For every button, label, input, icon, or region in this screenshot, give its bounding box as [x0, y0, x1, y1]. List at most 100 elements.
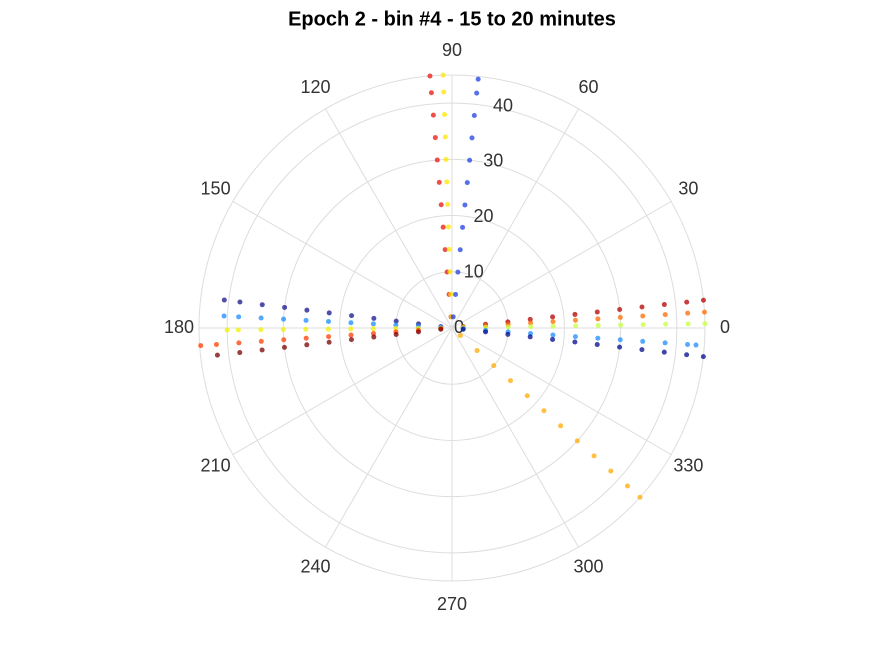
- data-point: [304, 342, 310, 348]
- data-point: [572, 334, 578, 340]
- data-point: [693, 342, 699, 348]
- data-point: [393, 318, 399, 324]
- data-point: [507, 378, 513, 384]
- data-point: [595, 316, 601, 322]
- data-point: [393, 331, 399, 337]
- data-point: [471, 113, 477, 119]
- data-point: [595, 322, 601, 328]
- data-point: [440, 72, 446, 78]
- data-point: [442, 247, 448, 253]
- theta-tick-label: 60: [578, 77, 598, 97]
- data-point: [348, 332, 354, 338]
- data-point: [662, 312, 668, 318]
- data-point: [282, 304, 288, 310]
- data-point: [617, 337, 623, 343]
- data-point: [303, 326, 309, 332]
- data-point: [483, 329, 489, 335]
- r-tick-label: 20: [474, 206, 494, 226]
- data-point: [434, 157, 440, 163]
- data-point: [198, 343, 204, 349]
- data-point: [237, 350, 243, 356]
- data-point: [640, 338, 646, 344]
- data-point: [371, 334, 377, 340]
- data-point: [527, 316, 533, 322]
- data-point: [258, 338, 264, 344]
- data-point: [281, 337, 287, 343]
- data-point: [453, 291, 459, 297]
- theta-tick-label: 180: [164, 317, 194, 337]
- data-point: [685, 341, 691, 347]
- theta-grid-line: [451, 327, 672, 455]
- data-point: [440, 224, 446, 230]
- data-point: [371, 315, 377, 321]
- theta-grid-line: [451, 201, 672, 329]
- theta-tick-label: 330: [673, 455, 703, 475]
- data-point: [303, 335, 309, 341]
- data-point: [558, 423, 564, 429]
- theta-grid-line: [232, 201, 453, 329]
- r-grid-circle: [339, 215, 565, 441]
- data-point: [460, 326, 466, 332]
- theta-tick-label: 300: [573, 557, 603, 577]
- data-point: [430, 112, 436, 118]
- data-point: [442, 111, 448, 117]
- data-point: [573, 323, 579, 329]
- data-point: [505, 331, 511, 337]
- data-point: [550, 336, 556, 342]
- theta-grid-line: [232, 327, 453, 455]
- data-point: [684, 352, 690, 358]
- data-point: [550, 314, 556, 320]
- data-point: [237, 299, 243, 305]
- theta-tick-label: 240: [300, 557, 330, 577]
- data-point: [574, 438, 580, 444]
- data-point: [624, 483, 630, 489]
- data-point: [221, 297, 227, 303]
- data-point: [528, 320, 534, 326]
- theta-tick-label: 0: [720, 317, 730, 337]
- data-point: [457, 247, 463, 253]
- data-point: [661, 349, 667, 355]
- data-point: [541, 408, 547, 414]
- r-tick-label: 0: [454, 317, 464, 337]
- data-point: [281, 344, 287, 350]
- data-point: [348, 337, 354, 343]
- theta-tick-label: 150: [201, 178, 231, 198]
- data-point: [325, 319, 331, 325]
- theta-grid-line: [451, 108, 579, 329]
- theta-grid-line: [325, 327, 453, 548]
- data-point: [617, 306, 623, 312]
- data-point: [258, 315, 264, 321]
- r-tick-label: 40: [493, 95, 513, 115]
- data-point: [445, 201, 451, 207]
- data-point: [443, 156, 449, 162]
- data-point: [505, 324, 511, 330]
- theta-tick-label: 120: [300, 77, 330, 97]
- data-point: [572, 339, 578, 345]
- data-point: [224, 327, 230, 333]
- data-point: [221, 313, 227, 319]
- data-point: [236, 340, 242, 346]
- r-tick-label: 30: [483, 151, 503, 171]
- theta-tick-label: 210: [201, 455, 231, 475]
- theta-tick-label: 270: [437, 594, 467, 614]
- data-point: [572, 311, 578, 317]
- data-point: [214, 352, 220, 358]
- data-point: [467, 157, 473, 163]
- data-point: [259, 302, 265, 308]
- data-point: [303, 317, 309, 323]
- data-point: [572, 317, 578, 323]
- data-point: [608, 468, 614, 474]
- data-point: [446, 246, 452, 252]
- data-point: [450, 314, 456, 320]
- data-point: [702, 309, 708, 315]
- data-point: [661, 302, 667, 308]
- data-point: [370, 326, 376, 332]
- data-point: [304, 307, 310, 313]
- data-point: [428, 90, 434, 96]
- theta-grid-line: [325, 108, 453, 329]
- data-point: [427, 73, 433, 79]
- data-point: [469, 135, 475, 141]
- data-point: [447, 269, 453, 275]
- data-point: [438, 202, 444, 208]
